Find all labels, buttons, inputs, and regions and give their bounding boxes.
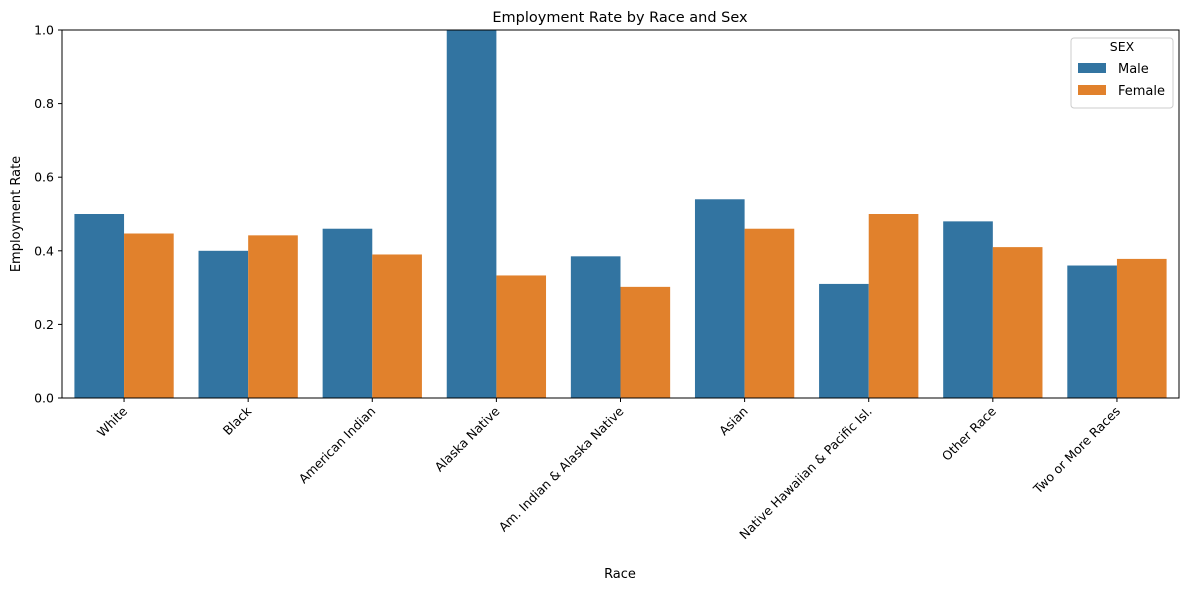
chart-title: Employment Rate by Race and Sex (492, 10, 748, 26)
bar-female-1 (248, 235, 298, 398)
x-tick-label: Alaska Native (432, 403, 503, 474)
legend-swatch-female (1078, 85, 1106, 95)
legend: SEX Male Female (1070, 37, 1174, 109)
bar-female-8 (1116, 258, 1167, 398)
y-tick-label: 0.8 (34, 96, 54, 111)
x-tick-label: American Indian (296, 404, 379, 487)
y-axis-label: Employment Rate (9, 156, 24, 272)
x-tick-label: White (94, 403, 131, 440)
legend-label-female: Female (1118, 84, 1165, 99)
legend-swatch-male (1078, 63, 1106, 73)
y-tick-label: 0.4 (34, 243, 54, 258)
bar-male-0 (74, 214, 125, 398)
x-axis: White Black American Indian Alaska NativeAm… (94, 398, 1123, 542)
y-tick-label: 0.2 (34, 317, 54, 332)
y-tick-label: 1.0 (34, 23, 54, 38)
bar-female-0 (124, 233, 174, 398)
bar-female-2 (372, 254, 422, 398)
y-axis: 0.0 0.2 0.4 0.6 0.8 1.0 (34, 23, 62, 406)
bar-female-6 (868, 214, 919, 398)
bar-male-2 (322, 228, 373, 398)
bar-male-5 (694, 199, 745, 398)
y-tick-label: 0.0 (34, 391, 54, 406)
bar-male-4 (570, 256, 621, 398)
x-tick-label: Asian (716, 404, 751, 439)
plot-frame (61, 29, 1180, 399)
x-tick-label: Other Race (939, 403, 999, 463)
bar-female-5 (744, 228, 795, 398)
bar-female-4 (620, 286, 671, 398)
bar-female-7 (992, 247, 1043, 398)
bar-female-3 (496, 275, 547, 398)
bar-male-1 (198, 250, 249, 398)
x-tick-label: Native Hawaiian & Pacific Isl. (736, 404, 875, 543)
bar-male-8 (1067, 265, 1117, 398)
x-tick-label: Two or More Races (1030, 404, 1124, 498)
legend-title: SEX (1110, 39, 1135, 54)
bars (74, 30, 1167, 398)
y-tick-label: 0.6 (34, 170, 54, 185)
legend-label-male: Male (1118, 62, 1149, 77)
x-tick-label: Am. Indian & Alaska Native (496, 403, 627, 534)
bar-male-6 (819, 283, 869, 398)
x-axis-label: Race (604, 567, 636, 582)
bar-male-3 (446, 30, 497, 398)
x-tick-label: Black (220, 403, 255, 438)
bar-male-7 (943, 221, 993, 398)
